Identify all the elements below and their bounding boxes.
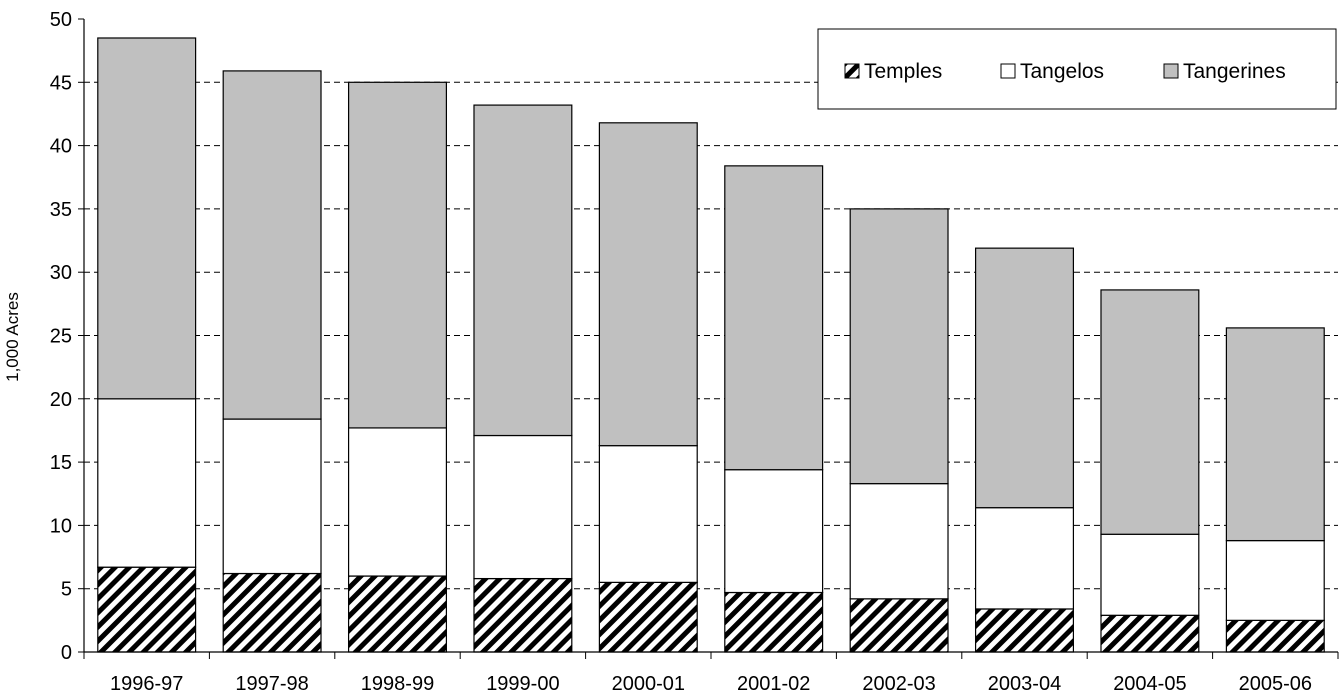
bar-segment-tangelos-1997-98: [222, 418, 322, 575]
bar-segment-tangerines-2005-06: [1225, 327, 1325, 542]
y-tick-label: 50: [50, 9, 72, 31]
bar-segment-temples-2000-01: [598, 581, 698, 653]
bar-segment-temples-2004-05: [1100, 614, 1200, 653]
bar-segment-tangerines-2000-01: [598, 122, 698, 447]
legend: Temples Tangelos Tangerines: [817, 28, 1337, 110]
bar-segment-temples-2001-02: [724, 591, 824, 653]
legend-label-temples: Temples: [864, 60, 942, 83]
bar-segment-temples-2005-06: [1225, 619, 1325, 653]
x-tick-label: 2003-04: [988, 673, 1061, 695]
bar-segment-tangerines-1999-00: [473, 104, 573, 437]
bar-segment-temples-1997-98: [222, 572, 322, 653]
bar-segment-tangerines-2003-04: [974, 247, 1075, 509]
x-tick-label: 2000-01: [612, 673, 685, 695]
x-tick-label: 1998-99: [361, 673, 434, 695]
bar-segment-temples-2003-04: [974, 608, 1075, 653]
y-tick-label: 20: [50, 389, 72, 411]
bar-segment-tangelos-2005-06: [1225, 539, 1325, 621]
bar-segment-temples-1998-99: [347, 575, 448, 653]
bar-segment-tangelos-2000-01: [598, 445, 698, 583]
x-tick-label: 2005-06: [1239, 673, 1312, 695]
legend-swatch-temples: [844, 63, 860, 79]
bar-segment-temples-1996-97: [97, 566, 197, 653]
bar-segment-tangelos-2001-02: [724, 469, 824, 594]
legend-label-tangerines: Tangerines: [1183, 60, 1286, 83]
bar-segment-temples-2002-03: [849, 598, 949, 653]
y-tick-label: 10: [50, 515, 72, 537]
y-tick-label: 5: [61, 579, 72, 601]
bar-segment-tangelos-1999-00: [473, 434, 573, 580]
bar-segment-tangerines-2002-03: [849, 208, 949, 485]
legend-swatch-tangelos: [1000, 63, 1016, 79]
x-tick-label: 2002-03: [862, 673, 935, 695]
bar-segment-tangerines-1996-97: [97, 37, 197, 400]
y-tick-label: 45: [50, 72, 72, 94]
legend-box: [817, 28, 1337, 110]
bar-segment-tangelos-1998-99: [347, 427, 448, 577]
bar-segment-tangerines-2001-02: [724, 165, 824, 471]
bar-segment-tangerines-1998-99: [347, 81, 448, 429]
x-tick-label: 2004-05: [1113, 673, 1186, 695]
legend-swatch-tangerines: [1163, 63, 1179, 79]
bars: [97, 37, 1325, 653]
legend-label-tangelos: Tangelos: [1020, 60, 1104, 83]
x-tick-label: 1996-97: [110, 673, 183, 695]
y-tick-label: 30: [50, 262, 72, 284]
bar-segment-temples-1999-00: [473, 577, 573, 653]
bar-segment-tangelos-2002-03: [849, 483, 949, 600]
y-axis-title: 1,000 Acres: [3, 292, 22, 382]
x-tick-label: 1999-00: [486, 673, 559, 695]
x-tick-label: 2001-02: [737, 673, 810, 695]
y-tick-label: 40: [50, 136, 72, 158]
y-tick-label: 35: [50, 199, 72, 221]
axes: 0 5 10 15 20 25 30 35 40 45 50 1996-97 1997-98 1998-9…: [50, 9, 1339, 695]
y-tick-label: 0: [61, 642, 72, 664]
y-tick-label: 15: [50, 452, 72, 474]
y-tick-label: 25: [50, 326, 72, 348]
bar-segment-tangerines-1997-98: [222, 70, 322, 420]
bar-segment-tangelos-1996-97: [97, 398, 197, 568]
bar-segment-tangelos-2004-05: [1100, 533, 1200, 616]
bar-segment-tangelos-2003-04: [974, 507, 1075, 610]
x-tick-label: 1997-98: [235, 673, 308, 695]
bar-segment-tangerines-2004-05: [1100, 289, 1200, 535]
